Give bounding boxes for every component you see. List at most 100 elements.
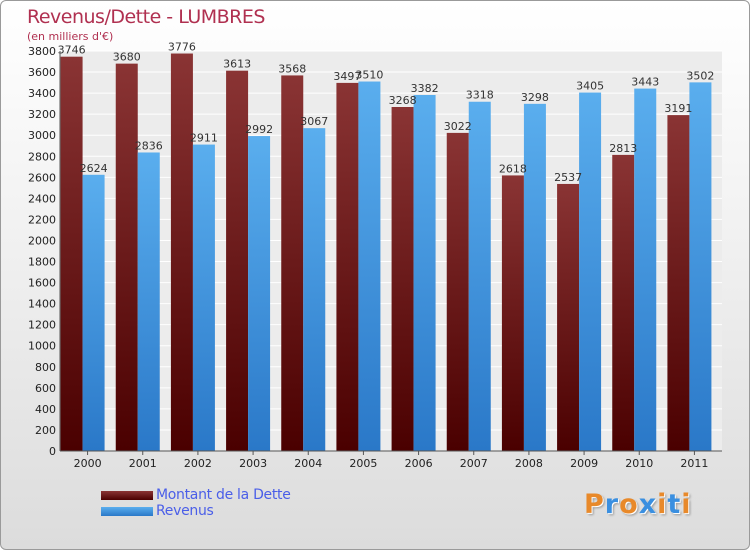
bar-revenus [579, 92, 602, 451]
y-tick-label: 3400 [28, 87, 56, 100]
y-tick-label: 1200 [28, 319, 56, 332]
bar-dette [60, 56, 83, 452]
data-label-revenus: 3067 [300, 115, 328, 128]
data-label-dette: 3613 [223, 58, 251, 71]
data-label-dette: 2618 [499, 162, 527, 175]
chart-title: Revenus/Dette - LUMBRES [27, 6, 265, 28]
data-label-revenus: 3318 [466, 89, 494, 102]
bar-revenus [192, 144, 215, 451]
x-tick-label: 2002 [184, 457, 212, 470]
legend-item-dette: Montant de la Dette [101, 487, 291, 503]
y-tick-label: 3600 [28, 66, 56, 79]
y-tick-label: 800 [35, 361, 56, 374]
logo-letter: i [681, 489, 692, 520]
data-label-dette: 3680 [113, 51, 141, 64]
data-label-revenus: 3443 [631, 76, 659, 89]
logo-letter: o [619, 489, 639, 520]
data-label-revenus: 3405 [576, 80, 604, 93]
bar-dette [501, 175, 524, 451]
bar-dette [612, 154, 635, 452]
bar-dette [115, 63, 138, 451]
data-label-dette: 3268 [389, 94, 417, 107]
bar-revenus [82, 174, 105, 451]
bar-revenus [413, 95, 436, 451]
x-tick-label: 2010 [625, 457, 653, 470]
bar-revenus [689, 82, 712, 452]
logo-letter: i [657, 489, 668, 520]
legend-swatch-revenus [101, 506, 153, 516]
y-tick-label: 2600 [28, 171, 56, 184]
y-tick-label: 1400 [28, 298, 56, 311]
data-label-revenus: 3510 [355, 69, 383, 82]
y-tick-label: 2200 [28, 213, 56, 226]
y-tick-label: 200 [35, 424, 56, 437]
legend-swatch-dette [101, 490, 153, 500]
data-label-revenus: 3382 [411, 82, 439, 95]
bar-dette [281, 75, 304, 451]
y-tick-label: 2800 [28, 150, 56, 163]
chart-subtitle: (en milliers d'€) [27, 30, 114, 43]
y-tick-label: 3000 [28, 129, 56, 142]
bar-dette [226, 70, 249, 452]
bar-dette [446, 132, 469, 452]
bar-revenus [248, 136, 271, 452]
y-tick-label: 3200 [28, 108, 56, 121]
x-tick-label: 2008 [515, 457, 543, 470]
x-tick-label: 2003 [239, 457, 267, 470]
data-label-revenus: 2992 [245, 123, 273, 136]
x-tick-label: 2007 [460, 457, 488, 470]
bar-revenus [358, 81, 381, 452]
bar-revenus [468, 101, 491, 451]
y-tick-label: 0 [49, 445, 56, 458]
bar-revenus [303, 128, 326, 451]
y-tick-label: 2400 [28, 192, 56, 205]
data-label-dette: 3746 [58, 44, 86, 57]
bar-revenus [137, 152, 160, 451]
x-tick-label: 2001 [129, 457, 157, 470]
x-tick-label: 2004 [294, 457, 322, 470]
y-tick-label: 2000 [28, 234, 56, 247]
data-label-dette: 3568 [278, 62, 306, 75]
data-label-revenus: 2836 [135, 139, 163, 152]
y-tick-label: 400 [35, 403, 56, 416]
x-tick-label: 2006 [405, 457, 433, 470]
y-tick-label: 3800 [28, 45, 56, 58]
logo-letter: t [667, 489, 682, 520]
y-tick-label: 1800 [28, 256, 56, 269]
plot-area [60, 51, 722, 451]
proxiti-logo: Proxiti [584, 489, 692, 520]
data-label-dette: 3776 [168, 41, 196, 54]
data-label-dette: 2537 [554, 171, 582, 184]
x-tick-label: 2005 [349, 457, 377, 470]
legend: Montant de la Dette Revenus [101, 487, 291, 519]
bar-dette [557, 183, 580, 451]
bar-dette [336, 82, 359, 451]
data-label-dette: 3497 [333, 70, 361, 83]
y-tick-label: 600 [35, 382, 56, 395]
x-tick-label: 2009 [570, 457, 598, 470]
legend-item-revenus: Revenus [101, 503, 291, 519]
data-label-revenus: 2911 [190, 132, 218, 145]
y-tick-label: 1600 [28, 277, 56, 290]
data-label-dette: 3191 [664, 102, 692, 115]
logo-letter: P [584, 489, 605, 520]
legend-label-revenus: Revenus [156, 503, 214, 519]
bar-dette [667, 115, 690, 452]
bar-dette [391, 107, 414, 451]
bar-dette [170, 53, 193, 452]
data-label-revenus: 3298 [521, 91, 549, 104]
x-tick-label: 2000 [74, 457, 102, 470]
logo-letter: x [638, 489, 658, 520]
bar-revenus [634, 88, 657, 451]
data-label-dette: 2813 [609, 142, 637, 155]
logo-letter: r [604, 489, 620, 520]
legend-label-dette: Montant de la Dette [156, 487, 291, 503]
bar-revenus [523, 103, 546, 451]
x-tick-label: 2011 [680, 457, 708, 470]
y-tick-label: 1000 [28, 340, 56, 353]
data-label-revenus: 2624 [80, 162, 108, 175]
data-label-dette: 3022 [444, 120, 472, 133]
data-label-revenus: 3502 [686, 69, 714, 82]
